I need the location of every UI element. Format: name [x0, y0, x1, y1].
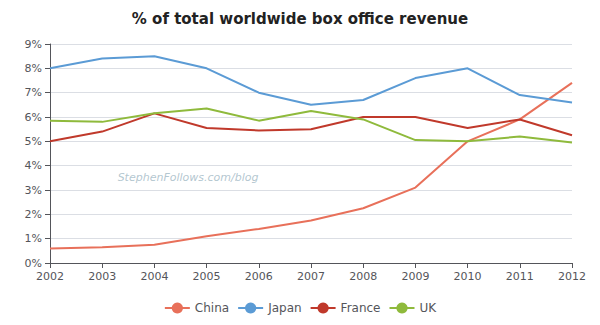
- svg-text:2002: 2002: [36, 270, 64, 283]
- svg-text:% of total worldwide box offic: % of total worldwide box office revenue: [132, 10, 468, 28]
- svg-text:China: China: [195, 301, 229, 315]
- svg-text:1%: 1%: [25, 232, 42, 245]
- svg-text:3%: 3%: [25, 184, 42, 197]
- svg-text:2006: 2006: [245, 270, 273, 283]
- svg-text:2003: 2003: [88, 270, 116, 283]
- svg-text:2010: 2010: [454, 270, 482, 283]
- svg-text:Japan: Japan: [267, 301, 301, 315]
- svg-text:2%: 2%: [25, 208, 42, 221]
- svg-text:7%: 7%: [25, 86, 42, 99]
- svg-text:2012: 2012: [558, 270, 586, 283]
- svg-text:2007: 2007: [297, 270, 325, 283]
- svg-text:2005: 2005: [193, 270, 221, 283]
- svg-text:2004: 2004: [140, 270, 168, 283]
- svg-text:8%: 8%: [25, 62, 42, 75]
- svg-text:2009: 2009: [401, 270, 429, 283]
- svg-text:0%: 0%: [25, 257, 42, 270]
- svg-text:4%: 4%: [25, 159, 42, 172]
- svg-text:5%: 5%: [25, 135, 42, 148]
- svg-text:StephenFollows.com/blog: StephenFollows.com/blog: [118, 171, 259, 184]
- svg-text:9%: 9%: [25, 38, 42, 51]
- svg-text:UK: UK: [419, 301, 437, 315]
- svg-text:6%: 6%: [25, 111, 42, 124]
- svg-text:2011: 2011: [506, 270, 534, 283]
- svg-text:2008: 2008: [349, 270, 377, 283]
- svg-text:France: France: [341, 301, 381, 315]
